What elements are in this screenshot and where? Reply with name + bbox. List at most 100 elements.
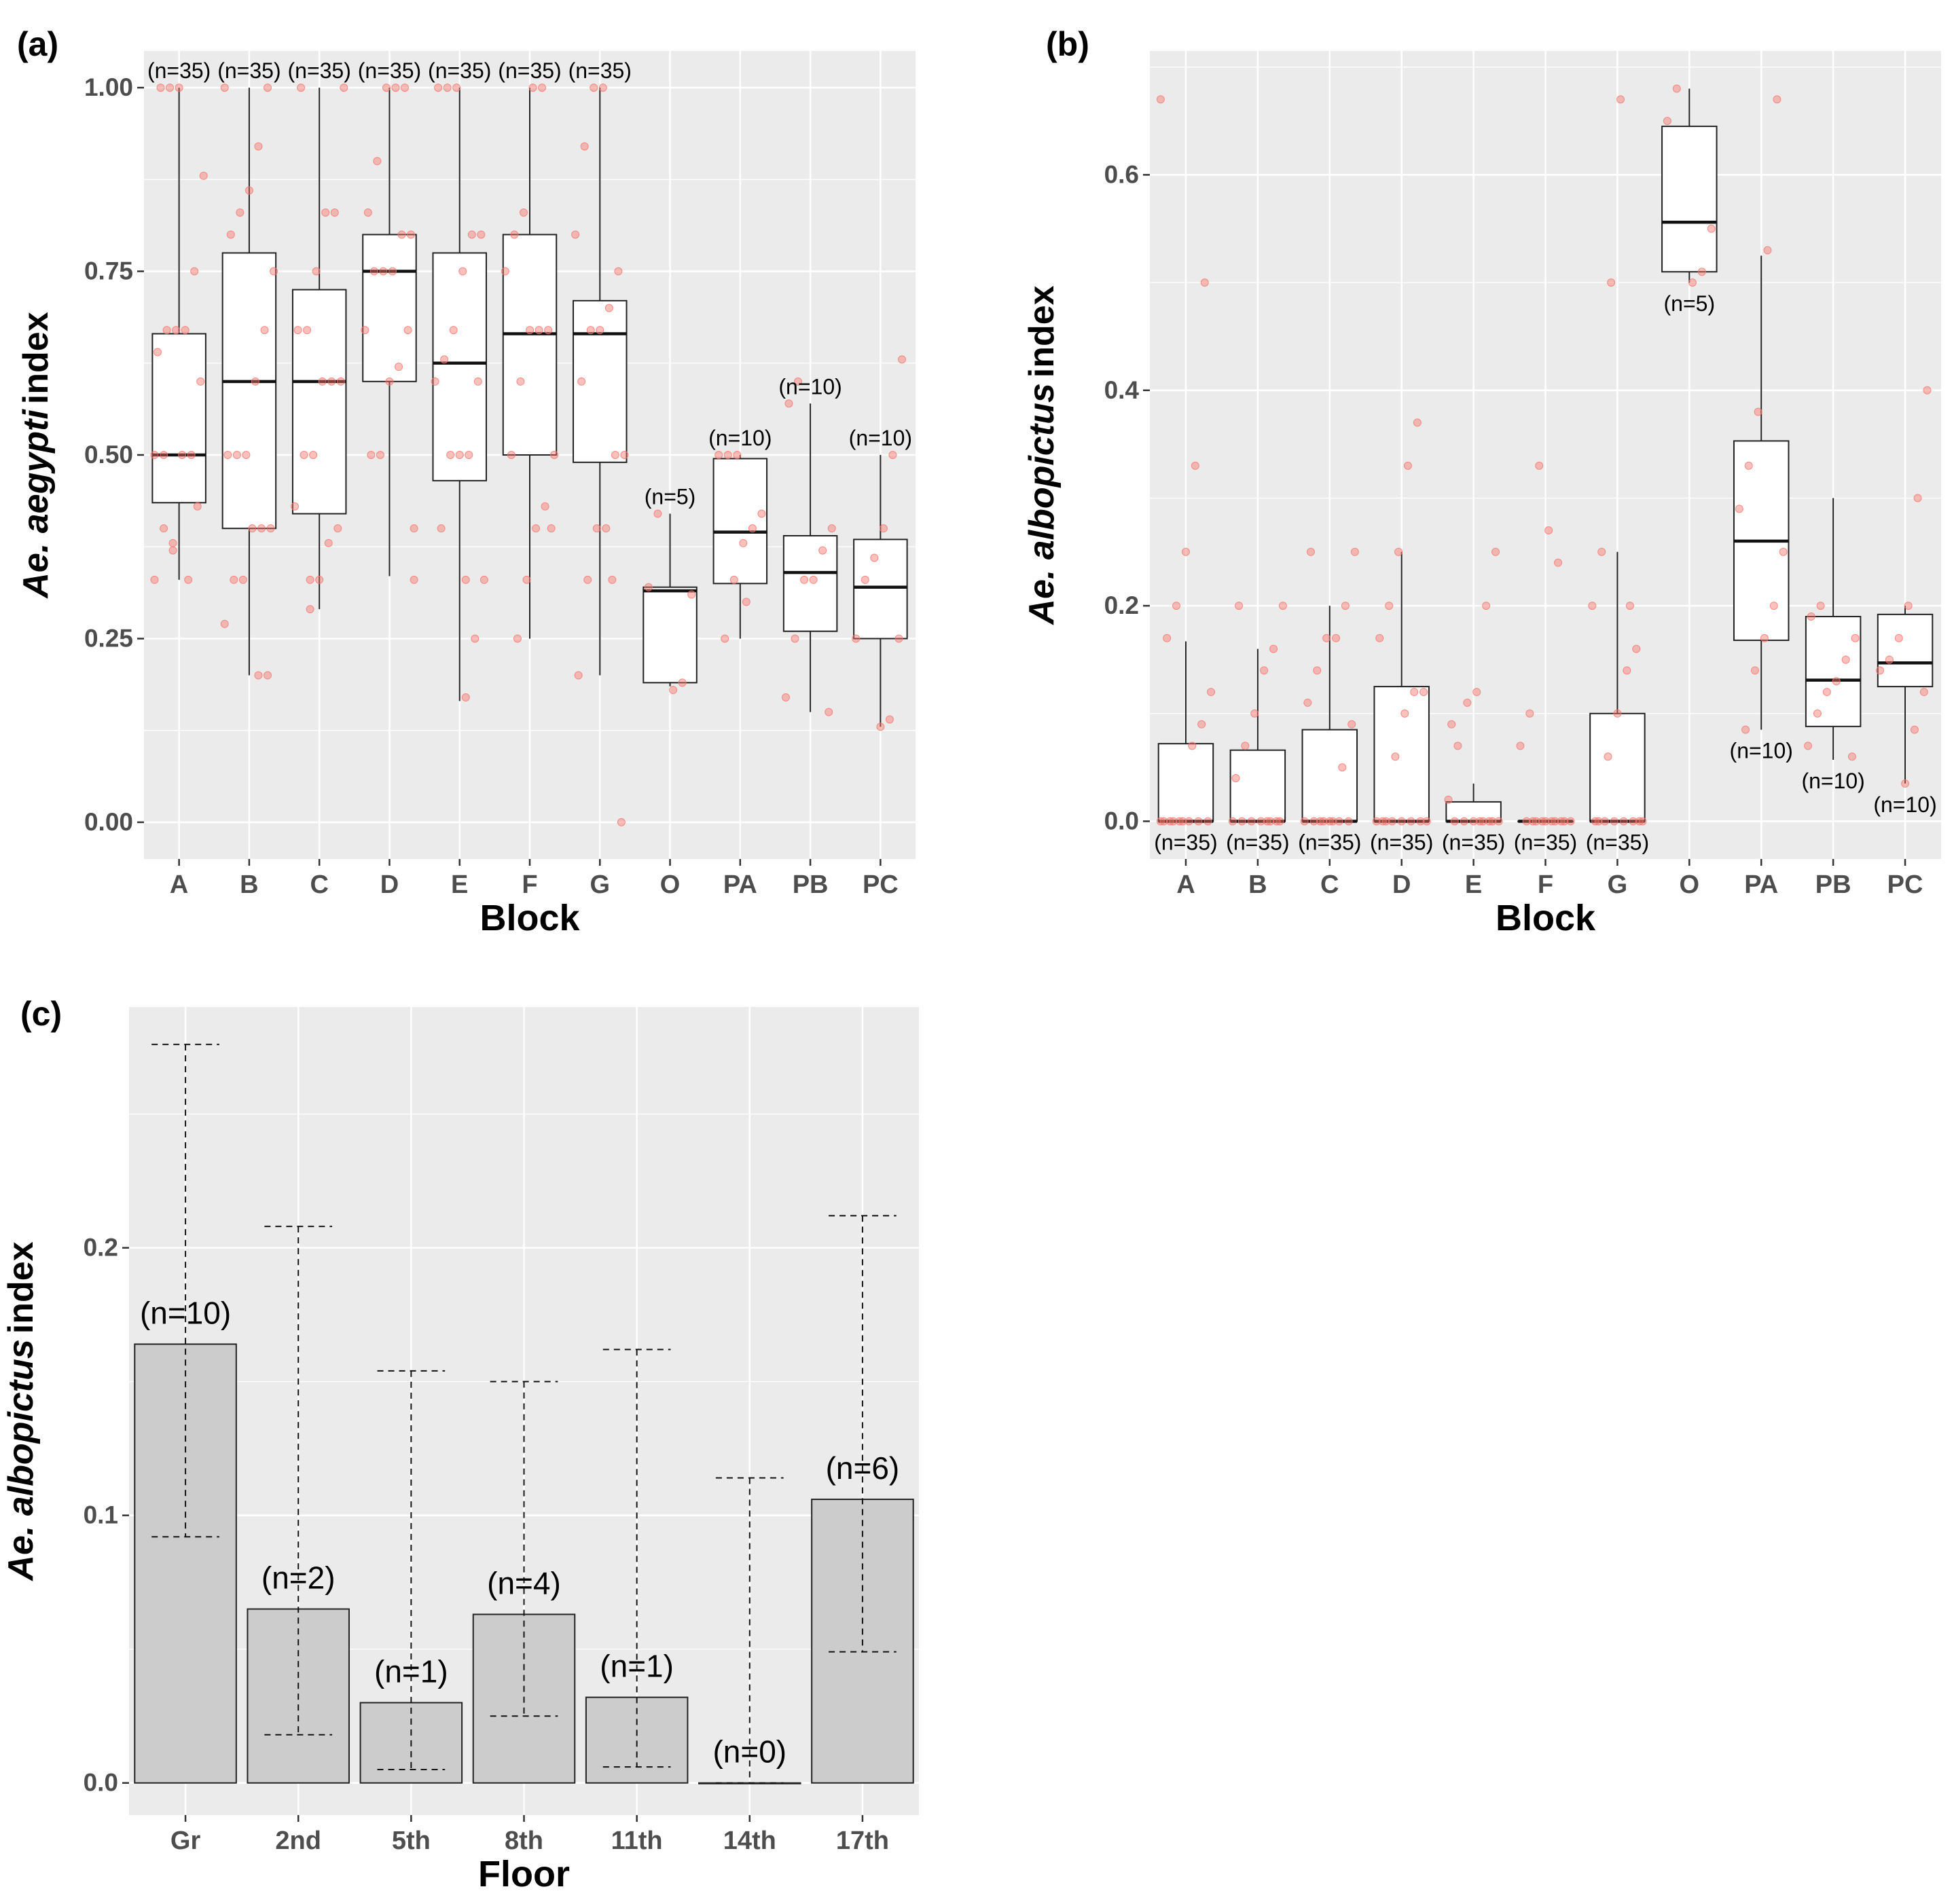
data-point	[501, 267, 509, 276]
data-point	[1247, 817, 1256, 826]
data-point	[1300, 817, 1309, 826]
data-point	[1750, 666, 1759, 675]
box-body	[1661, 126, 1718, 273]
data-point	[1188, 742, 1197, 750]
data-point	[1266, 817, 1275, 826]
data-point	[1494, 817, 1503, 826]
data-point	[1228, 817, 1237, 826]
data-point	[644, 583, 653, 591]
data-point	[1688, 278, 1697, 287]
data-point	[1813, 709, 1822, 718]
data-point	[254, 142, 263, 151]
data-point	[1516, 742, 1525, 750]
data-point	[455, 451, 464, 459]
data-point	[544, 326, 553, 335]
box-body	[151, 333, 206, 504]
data-point	[608, 575, 617, 584]
data-point	[410, 575, 418, 584]
data-point	[1623, 666, 1631, 675]
n-label: (n=35)	[1370, 830, 1433, 854]
n-label: (n=10)	[1801, 769, 1864, 793]
data-point	[538, 84, 547, 92]
data-point	[242, 451, 251, 459]
data-point	[1894, 634, 1903, 642]
data-point	[397, 230, 406, 239]
x-tick-label: 17th	[836, 1827, 889, 1855]
data-point	[391, 84, 400, 92]
data-point	[827, 524, 836, 533]
x-tick-label: 2nd	[275, 1827, 321, 1855]
x-tick-label: PB	[1815, 871, 1851, 899]
x-tick-label: 5th	[392, 1827, 431, 1855]
data-point	[181, 326, 189, 335]
data-point	[535, 326, 543, 335]
data-point	[721, 634, 729, 643]
x-tick-label: A	[170, 871, 188, 899]
data-point	[388, 267, 397, 276]
x-tick-label: D	[380, 871, 399, 899]
panel-2: 0.0 0.1 0.2 Gr 2nd 5th 8th 11th 14th 17th Floor Ae.…	[1, 995, 919, 1894]
data-point	[757, 509, 766, 518]
y-axis-title-index: index	[1, 1241, 41, 1334]
n-label: (n=35)	[1514, 830, 1577, 854]
data-point	[1613, 709, 1622, 718]
data-point	[264, 84, 272, 92]
n-label: (n=35)	[358, 58, 421, 83]
data-point	[1378, 817, 1387, 826]
y-axis-title-index: index	[1022, 285, 1062, 378]
data-point	[1532, 817, 1540, 826]
data-point	[318, 377, 327, 386]
data-point	[580, 142, 589, 151]
data-point	[461, 575, 470, 584]
n-label: (n=35)	[217, 58, 281, 83]
n-label: (n=5)	[1664, 291, 1716, 316]
x-tick-label: 8th	[505, 1827, 543, 1855]
data-point	[1313, 666, 1322, 675]
data-point	[166, 84, 175, 92]
box-B: (n=35)	[1226, 602, 1290, 854]
data-point	[1923, 386, 1932, 395]
data-point	[238, 575, 247, 584]
data-point	[1591, 817, 1599, 826]
panel-label: (c)	[20, 995, 62, 1033]
y-tick-label: 0.00	[84, 808, 133, 836]
x-tick-label: C	[1320, 871, 1339, 899]
data-point	[1638, 817, 1647, 826]
box-PA: (n=10)	[1730, 95, 1793, 763]
data-point	[1422, 817, 1431, 826]
data-point	[248, 524, 257, 533]
data-point	[742, 598, 750, 606]
n-label: (n=10)	[708, 426, 772, 450]
data-point	[306, 575, 314, 584]
data-point	[550, 451, 559, 459]
data-point	[1822, 688, 1831, 697]
data-point	[196, 377, 205, 386]
data-point	[1754, 407, 1762, 416]
data-point	[1566, 817, 1575, 826]
box-B: (n=35)	[217, 58, 281, 680]
data-point	[586, 326, 595, 335]
data-point	[784, 399, 793, 408]
data-point	[532, 524, 541, 533]
box-A: (n=35)	[147, 58, 211, 584]
bar	[134, 1343, 237, 1784]
data-point	[471, 634, 480, 643]
y-axis-title-species: Ae. albopictus	[1, 1339, 41, 1581]
data-point	[187, 451, 196, 459]
data-point	[1413, 418, 1422, 427]
data-point	[1181, 547, 1190, 556]
data-point	[1610, 817, 1618, 826]
box-F: (n=35)	[498, 58, 562, 643]
data-point	[199, 171, 208, 180]
data-point	[513, 634, 522, 643]
data-point	[617, 818, 626, 826]
box-body	[712, 458, 768, 585]
data-point	[1407, 817, 1415, 826]
data-point	[1763, 246, 1772, 255]
data-point	[1735, 505, 1743, 513]
data-point	[1319, 817, 1328, 826]
y-tick-label: 0.2	[1104, 591, 1139, 619]
data-point	[1178, 817, 1187, 826]
data-point	[1557, 817, 1566, 826]
data-point	[403, 326, 412, 335]
